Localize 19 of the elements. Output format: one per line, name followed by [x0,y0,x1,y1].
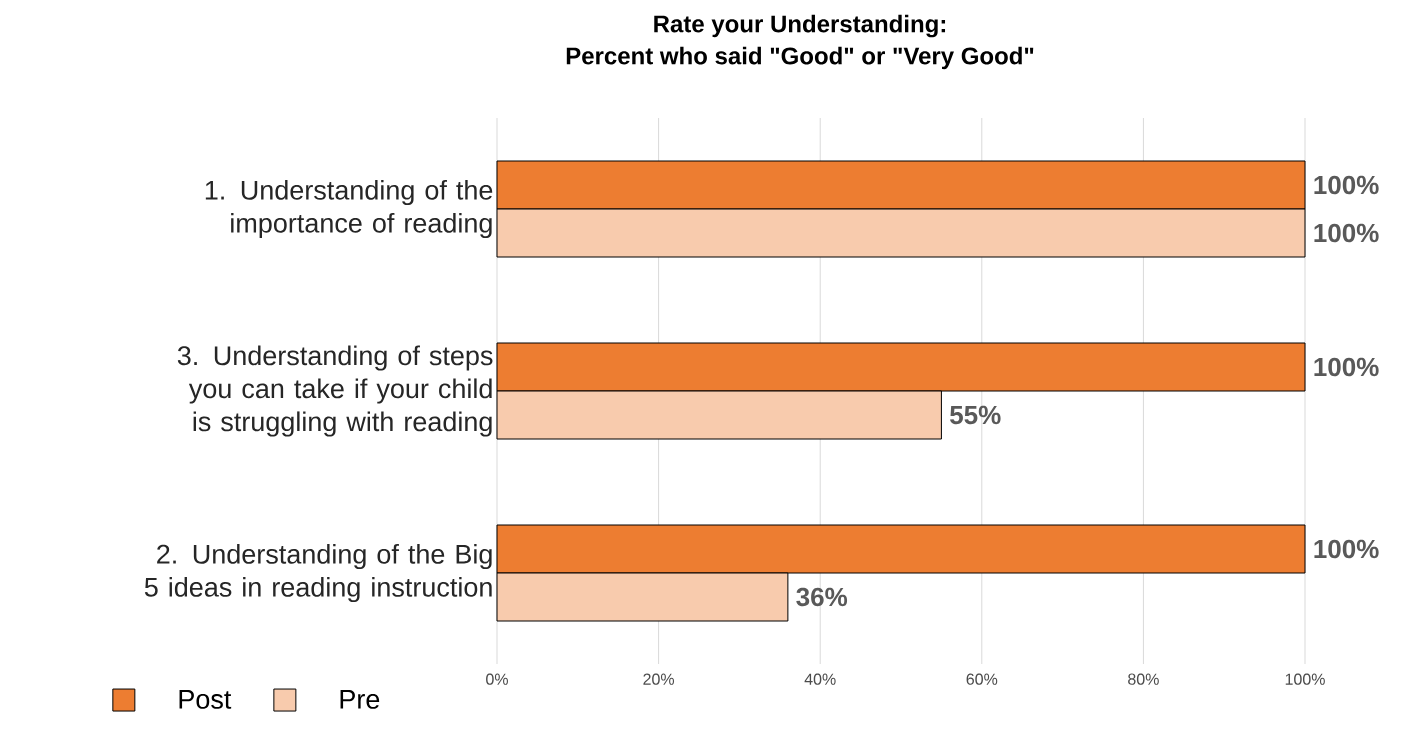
chart-subtitle: Percent who said "Good" or "Very Good" [566,46,1034,70]
legend-label: Post [179,690,232,709]
x-tick-label: 80% [1128,673,1159,685]
data-label: 100% [1314,175,1379,195]
data-label: 36% [796,587,848,607]
data-label: 55% [950,405,1001,425]
x-tick-label: 0% [486,673,508,685]
data-label: 100% [1314,539,1379,559]
y-tick-label: 2. Understanding of the Big 5 ideas in reading instruction [144,543,492,603]
y-tick-label: 3. Understanding of steps you can take if your child is struggling with reading [177,345,493,437]
x-tick-label: 40% [804,673,836,685]
x-tick-label: 20% [643,673,675,685]
legend-label: Pre [340,690,380,709]
x-tick-label: 100% [1285,673,1325,685]
chart-title: Rate your Understanding: [654,14,946,38]
y-tick-label: 1. Understanding of the importance of reading [205,179,493,239]
data-label: 100% [1314,223,1379,243]
data-label: 100% [1314,357,1379,377]
x-tick-label: 60% [966,673,998,685]
